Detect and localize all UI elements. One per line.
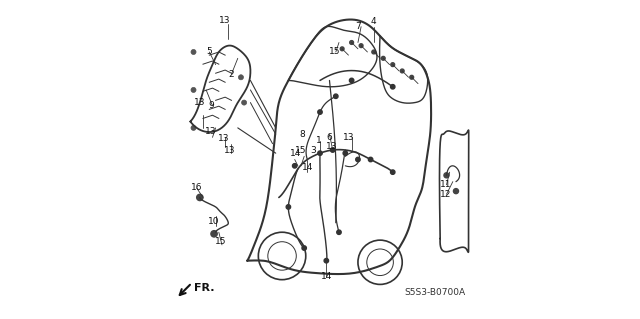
Circle shape	[401, 69, 404, 73]
Circle shape	[349, 78, 354, 83]
Text: 13: 13	[219, 16, 230, 25]
Circle shape	[318, 151, 322, 155]
Circle shape	[340, 47, 344, 51]
Text: 9: 9	[208, 101, 214, 110]
Circle shape	[359, 44, 363, 48]
Text: 16: 16	[191, 183, 202, 192]
Text: 15: 15	[295, 145, 307, 154]
Circle shape	[292, 164, 297, 168]
Text: 13: 13	[205, 127, 217, 136]
Circle shape	[330, 148, 335, 152]
Circle shape	[302, 246, 307, 250]
Circle shape	[324, 258, 328, 263]
Text: 8: 8	[300, 130, 305, 139]
Text: 4: 4	[371, 18, 376, 26]
Text: 15: 15	[328, 48, 340, 56]
Circle shape	[356, 157, 360, 162]
Text: 14: 14	[301, 163, 313, 172]
Circle shape	[369, 157, 373, 162]
Circle shape	[390, 170, 395, 174]
Text: 2: 2	[228, 70, 234, 78]
Circle shape	[196, 194, 203, 201]
Circle shape	[337, 230, 341, 234]
Circle shape	[318, 110, 322, 114]
Text: 12: 12	[440, 190, 452, 199]
Circle shape	[343, 151, 348, 155]
Text: 13: 13	[342, 133, 354, 142]
Text: 14: 14	[321, 272, 332, 281]
Text: 11: 11	[440, 180, 452, 189]
Text: FR.: FR.	[193, 283, 214, 293]
Circle shape	[191, 125, 196, 130]
Text: 1: 1	[316, 136, 321, 145]
Text: 13: 13	[218, 134, 229, 144]
Circle shape	[239, 75, 243, 80]
Circle shape	[191, 87, 196, 93]
Text: 13: 13	[194, 98, 205, 107]
Circle shape	[241, 100, 246, 105]
Text: 13: 13	[224, 145, 236, 154]
Circle shape	[349, 41, 353, 44]
Circle shape	[390, 85, 395, 89]
Text: 13: 13	[326, 142, 337, 151]
Circle shape	[191, 49, 196, 55]
Text: 7: 7	[355, 22, 361, 31]
Circle shape	[454, 189, 458, 194]
Circle shape	[286, 205, 291, 209]
Circle shape	[372, 50, 376, 54]
Text: 3: 3	[310, 145, 316, 154]
Text: 10: 10	[208, 217, 220, 226]
Circle shape	[333, 94, 338, 99]
Circle shape	[444, 173, 449, 178]
Circle shape	[391, 63, 395, 67]
Text: 6: 6	[326, 133, 332, 142]
Text: 15: 15	[214, 237, 226, 246]
Circle shape	[381, 56, 385, 60]
Circle shape	[410, 75, 413, 79]
Text: S5S3-B0700A: S5S3-B0700A	[404, 288, 465, 297]
Text: 5: 5	[207, 48, 212, 56]
Text: 14: 14	[290, 149, 301, 158]
Circle shape	[211, 231, 217, 237]
